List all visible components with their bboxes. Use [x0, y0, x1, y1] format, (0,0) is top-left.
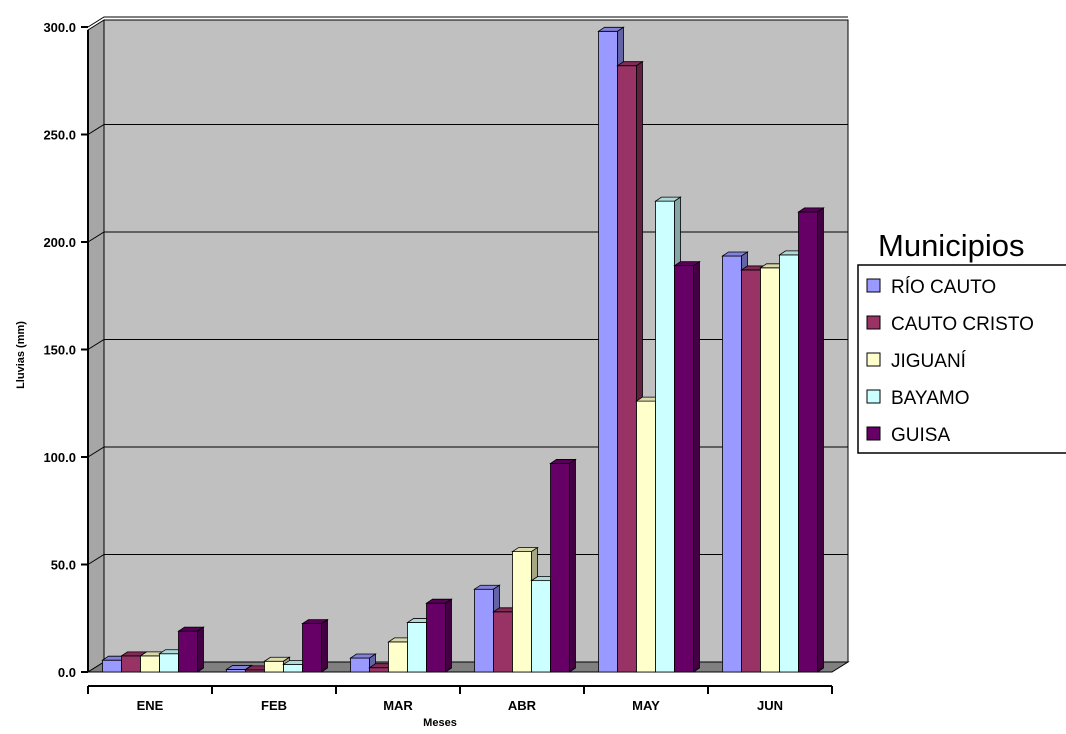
bar-front: [741, 269, 761, 673]
side-wall: [87, 19, 105, 673]
bar-front: [512, 551, 532, 673]
y-tick-labels: 0.0 50.0 100.0 150.0 200.0 250.0 300.0: [43, 20, 76, 680]
bar-front: [140, 655, 160, 673]
bar-front: [779, 254, 799, 673]
legend-label: BAYAMO: [891, 388, 969, 409]
bar-side: [445, 598, 452, 673]
legend: Municipios RÍO CAUTO CAUTO CRISTO JIGUANÍ B…: [857, 228, 1066, 454]
legend-item: CAUTO CRISTO: [866, 314, 1034, 335]
bar-front: [388, 641, 408, 673]
bar-front: [159, 653, 179, 673]
bar-front: [722, 255, 742, 673]
legend-swatch: [866, 426, 881, 441]
bar-front: [426, 602, 446, 673]
bar-side: [197, 626, 204, 673]
y-tick-label: 150.0: [43, 343, 76, 358]
bar: [177, 626, 205, 673]
legend-items: RÍO CAUTO CAUTO CRISTO JIGUANÍ BAYAMO GUISA: [866, 277, 1034, 446]
x-axis-title: Meses: [423, 717, 457, 729]
x-tick-label: MAR: [383, 698, 413, 713]
bars-layer: [101, 26, 825, 673]
x-tick-label: ABR: [508, 698, 537, 713]
bar-side: [817, 207, 824, 673]
x-tick-labels: ENE FEB MAR ABR MAY JUN: [137, 698, 783, 713]
legend-item: BAYAMO: [866, 388, 969, 409]
bar-side: [693, 260, 700, 673]
bar: [549, 458, 577, 673]
bar-front: [369, 667, 389, 673]
x-tick-label: JUN: [757, 698, 783, 713]
bar-front: [350, 657, 370, 673]
bar-front: [283, 664, 303, 673]
legend-swatch: [866, 315, 881, 330]
x-tick-label: ENE: [137, 698, 164, 713]
bar-front: [674, 265, 694, 673]
y-tick-label: 300.0: [43, 20, 76, 35]
legend-label: CAUTO CRISTO: [891, 314, 1034, 335]
bar-front: [550, 463, 570, 673]
bar: [673, 260, 701, 673]
bar-front: [121, 655, 141, 673]
bar-front: [178, 630, 198, 673]
x-tick-label: MAY: [632, 698, 660, 713]
x-tick-label: FEB: [261, 698, 287, 713]
bar-front: [617, 65, 637, 673]
bar: [301, 618, 329, 673]
bar-front: [264, 660, 284, 673]
bar-front: [493, 611, 513, 673]
legend-swatch: [866, 352, 881, 367]
legend-swatch: [866, 389, 881, 404]
y-axis-title: Lluvias (mm): [15, 321, 27, 389]
bar-front: [636, 400, 656, 673]
y-tick-label: 200.0: [43, 235, 76, 250]
bar-front: [760, 267, 780, 673]
gridline: [87, 16, 848, 28]
bar-front: [598, 30, 618, 673]
bar-side: [321, 618, 328, 673]
bar-front: [531, 580, 551, 673]
y-tick-label: 50.0: [51, 558, 76, 573]
legend-label: RÍO CAUTO: [891, 277, 996, 298]
y-tick-label: 250.0: [43, 128, 76, 143]
legend-title: Municipios: [878, 228, 1024, 263]
bar-front: [655, 200, 675, 673]
bar-front: [798, 211, 818, 673]
legend-item: RÍO CAUTO: [866, 277, 996, 298]
legend-item: GUISA: [866, 425, 950, 446]
y-tick-label: 100.0: [43, 450, 76, 465]
bar: [425, 598, 453, 673]
bar-front: [302, 623, 322, 673]
axes: [81, 26, 833, 694]
bar-front: [102, 659, 122, 673]
bar-side: [569, 458, 576, 673]
legend-label: JIGUANÍ: [891, 351, 967, 372]
legend-box: [857, 264, 1066, 454]
legend-swatch: [866, 278, 881, 293]
legend-label: GUISA: [891, 425, 950, 446]
bar-front: [474, 588, 494, 673]
bar: [797, 207, 825, 673]
legend-item: JIGUANÍ: [866, 351, 967, 372]
bar-front: [407, 622, 427, 673]
y-tick-label: 0.0: [58, 665, 76, 680]
